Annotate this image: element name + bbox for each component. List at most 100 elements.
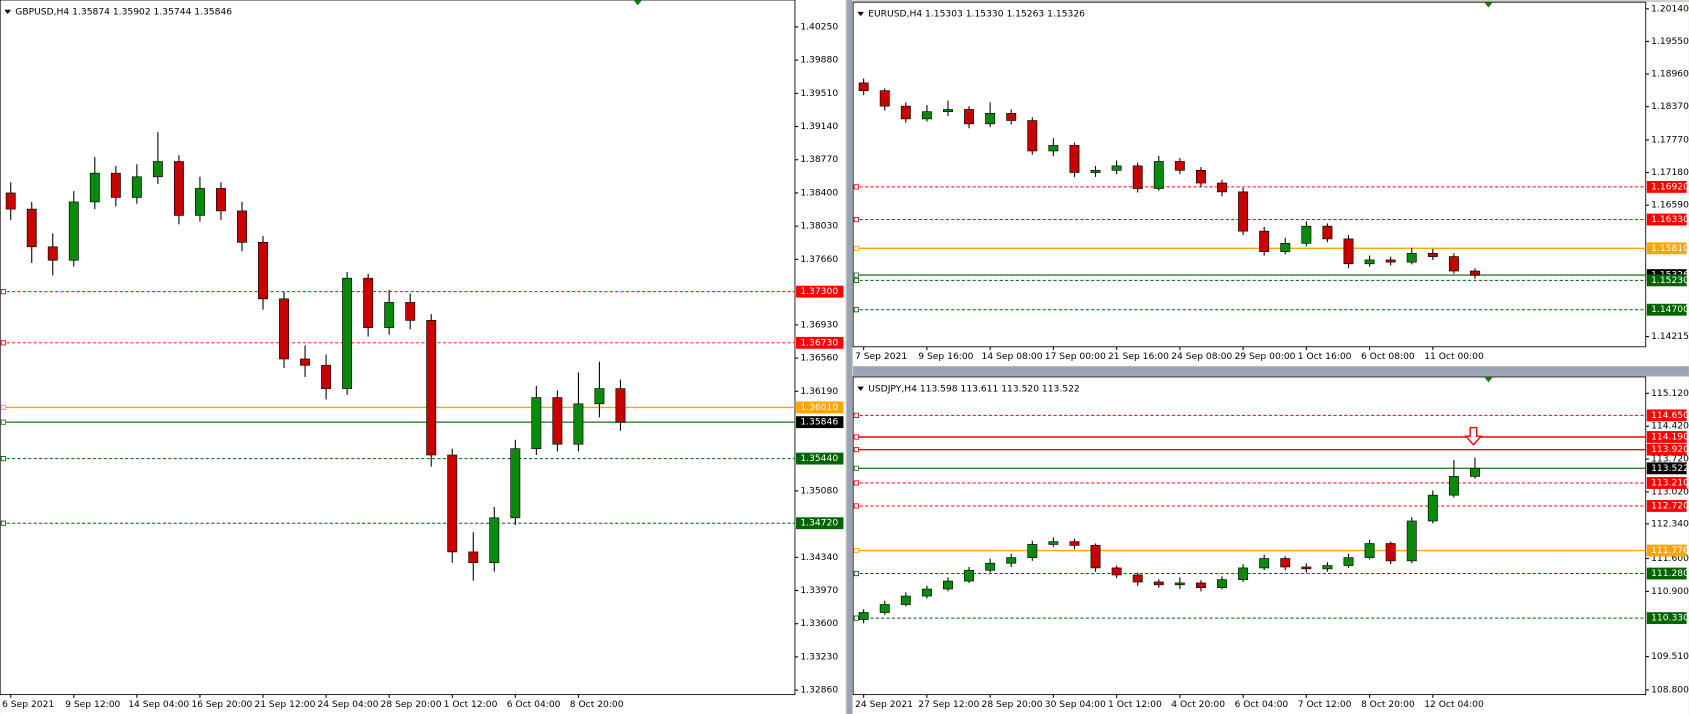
candle-body	[552, 397, 563, 445]
x-tick-label: 29 Sep 00:00	[1234, 352, 1295, 362]
candle-body	[1048, 541, 1059, 545]
candle-body	[89, 172, 100, 203]
candle-body	[1174, 582, 1185, 586]
candle-body	[1217, 579, 1227, 588]
candle-body	[1006, 557, 1017, 564]
candle-body	[342, 277, 353, 389]
y-tick-label: 1.38400	[800, 188, 838, 198]
candle-body	[1195, 169, 1206, 184]
level-label: 114.650	[1651, 411, 1689, 421]
candle-body	[858, 82, 869, 91]
candle-body	[1280, 243, 1291, 252]
candle-body	[1301, 225, 1312, 244]
candle-body	[921, 588, 932, 597]
level-marker	[853, 272, 859, 278]
plot-area	[852, 376, 1647, 696]
level-label: 113.210	[1651, 478, 1689, 488]
candle-body	[489, 517, 500, 564]
candle-body	[1470, 270, 1480, 276]
level-label: 1.14700	[1651, 305, 1689, 315]
x-tick-label: 12 Oct 04:00	[1424, 700, 1484, 710]
candle-body	[985, 562, 996, 571]
y-tick-label: 110.900	[1651, 587, 1689, 597]
candle-body	[1259, 230, 1270, 252]
level-label: 112.720	[1651, 501, 1689, 511]
candle-body	[47, 246, 58, 261]
y-tick-label: 1.35080	[800, 486, 838, 496]
candle-body	[1385, 543, 1396, 562]
level-label-box	[1646, 500, 1687, 512]
y-tick-label: 114.420	[1651, 422, 1689, 432]
x-tick-label: 6 Oct 04:00	[1234, 700, 1288, 710]
candle-body	[131, 176, 142, 198]
candle-body	[1195, 582, 1206, 588]
x-tick-label: 1 Oct 16:00	[1298, 352, 1352, 362]
y-tick-label: 1.18960	[1651, 70, 1689, 80]
level-marker	[0, 520, 7, 526]
splitter[interactable]	[846, 0, 853, 714]
candle-body	[1069, 541, 1080, 546]
candle-body	[1048, 145, 1059, 152]
y-tick-label: 1.17770	[1651, 135, 1689, 145]
y-tick-label: 1.33230	[800, 652, 838, 662]
y-tick-label: 1.18370	[1651, 102, 1689, 112]
level-label: 1.16330	[1651, 215, 1689, 225]
level-label-box	[1646, 567, 1687, 580]
level-marker	[0, 340, 7, 346]
candle-body	[363, 277, 374, 328]
candle-body	[468, 551, 479, 564]
level-label-box	[1646, 477, 1687, 489]
candle-body	[1111, 165, 1122, 171]
candle-body	[194, 188, 205, 216]
y-tick-label: 1.38770	[800, 155, 838, 165]
candle-body	[985, 113, 996, 125]
level-label-box	[1646, 462, 1687, 475]
shift-marker	[1484, 2, 1493, 8]
candle-body	[5, 192, 16, 210]
candle-body	[900, 595, 911, 605]
y-tick-label: 1.19550	[1651, 37, 1689, 47]
candle-body	[68, 201, 79, 261]
candle-body	[258, 241, 268, 300]
level-marker	[853, 245, 859, 251]
candle-body	[1132, 165, 1143, 189]
level-label-box	[796, 285, 844, 298]
candle-body	[152, 161, 163, 178]
candle-body	[1090, 169, 1101, 173]
candle-body	[384, 302, 395, 328]
level-label-box	[796, 336, 844, 349]
candle-body	[943, 109, 953, 113]
shift-marker	[1484, 376, 1493, 383]
candle-body	[1217, 182, 1227, 193]
y-tick-label: 1.36190	[800, 387, 838, 397]
level-marker	[853, 412, 859, 418]
candle-body	[1259, 558, 1270, 569]
candle-body	[1111, 567, 1122, 576]
y-tick-label: 113.020	[1651, 487, 1689, 497]
y-tick-label: 108.800	[1651, 685, 1689, 695]
menu-triangle	[857, 11, 864, 17]
candle-body	[1238, 567, 1249, 580]
plot-area	[0, 0, 796, 696]
candle-body	[405, 302, 416, 321]
candle-body	[1280, 558, 1291, 568]
x-tick-label: 27 Sep 12:00	[918, 700, 979, 710]
menu-triangle	[857, 386, 864, 391]
x-tick-label: 14 Sep 08:00	[982, 352, 1043, 362]
splitter[interactable]	[853, 366, 1689, 376]
level-label-box	[1646, 431, 1687, 443]
candle-body	[1069, 145, 1080, 173]
candle-body	[1406, 520, 1417, 562]
level-label: 113.522	[1651, 464, 1689, 474]
y-tick-label: 1.40250	[800, 22, 838, 32]
chart-title: GBPUSD,H4 1.35874 1.35902 1.35744 1.3584…	[15, 7, 232, 17]
level-label: 111.770	[1651, 546, 1689, 556]
y-tick-label: 109.510	[1651, 652, 1689, 662]
y-tick-label: 1.33600	[800, 619, 838, 629]
candle-body	[531, 397, 542, 450]
y-tick-label: 1.16590	[1651, 201, 1689, 211]
candle-body	[594, 388, 605, 405]
candle-body	[1364, 543, 1375, 558]
x-tick-label: 14 Sep 04:00	[128, 700, 189, 710]
